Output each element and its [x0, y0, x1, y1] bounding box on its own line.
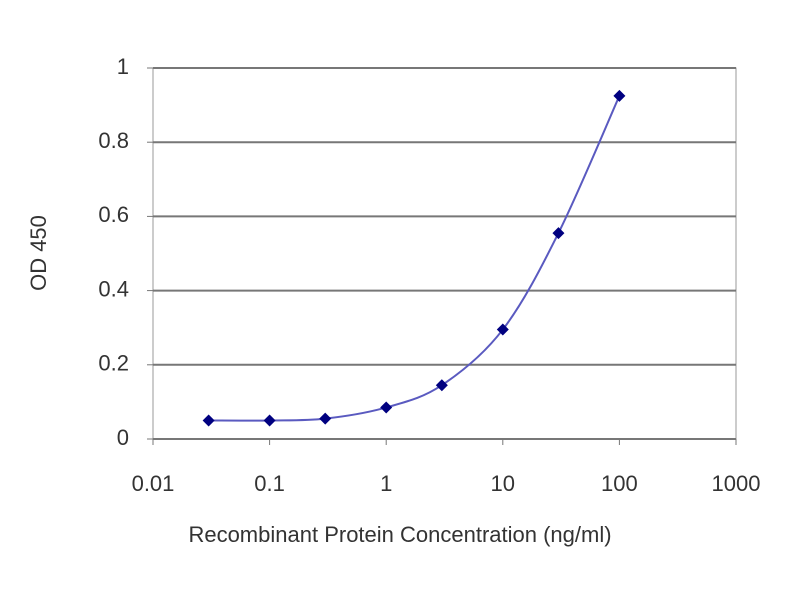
- y-axis-label: OD 450: [26, 215, 51, 291]
- x-tick-label: 1000: [712, 471, 761, 496]
- y-tick-label: 1: [117, 54, 129, 79]
- x-tick-label: 0.1: [254, 471, 285, 496]
- marker: [319, 412, 332, 425]
- x-tick-label: 10: [491, 471, 515, 496]
- y-tick-label: 0.4: [98, 276, 129, 301]
- marker: [263, 414, 276, 427]
- plot-area: [152, 67, 737, 440]
- y-tick-label: 0.2: [98, 351, 129, 376]
- x-axis-label: Recombinant Protein Concentration (ng/ml…: [188, 522, 611, 547]
- x-tick-label: 1: [380, 471, 392, 496]
- x-tick-label: 0.01: [132, 471, 175, 496]
- y-tick-label: 0: [117, 425, 129, 450]
- y-tick-label: 0.8: [98, 128, 129, 153]
- x-tick-label: 100: [601, 471, 638, 496]
- marker: [380, 401, 393, 414]
- marker: [496, 323, 509, 336]
- marker: [202, 414, 215, 427]
- y-tick-label: 0.6: [98, 202, 129, 227]
- marker: [552, 227, 565, 240]
- marker: [613, 89, 626, 102]
- marker: [435, 379, 448, 392]
